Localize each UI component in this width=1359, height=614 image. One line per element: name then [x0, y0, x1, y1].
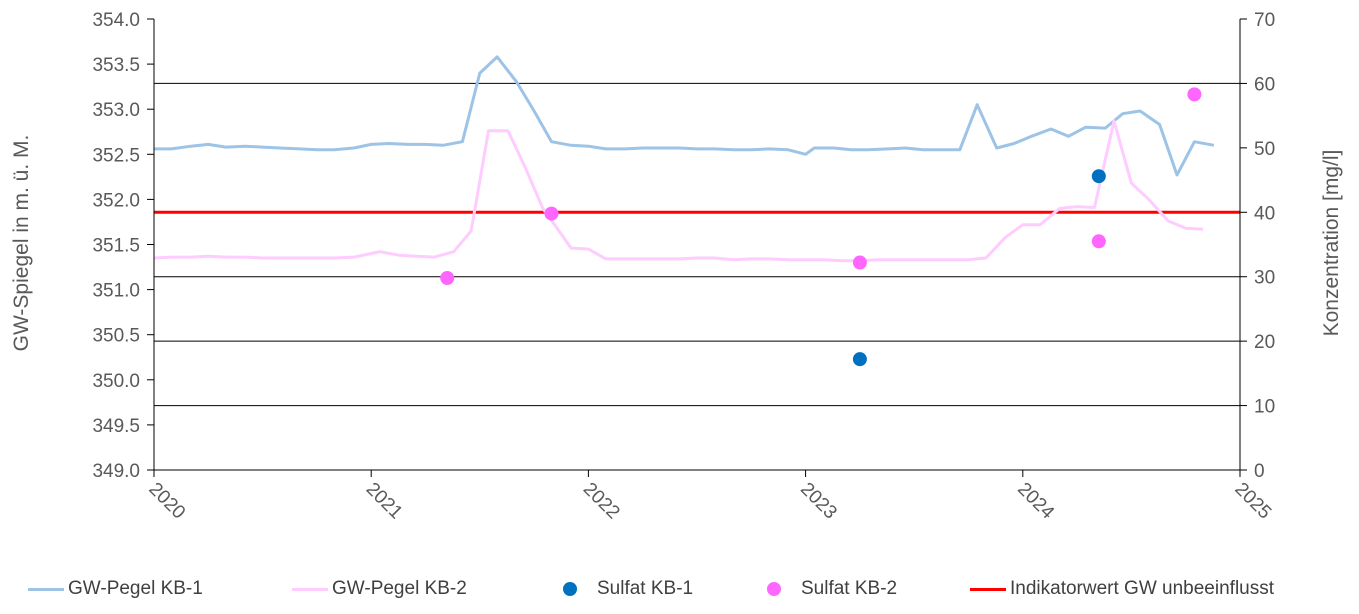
y-left-tick-label: 354.0	[92, 10, 140, 31]
x-tick-label: 2024	[1013, 479, 1058, 524]
legend-label: Sulfat KB-1	[597, 578, 694, 599]
x-tick-label: 2022	[579, 479, 624, 524]
y-left-tick-label: 353.0	[92, 100, 140, 121]
y-left-tick-label: 351.5	[92, 236, 140, 257]
y-right-tick-label: 40	[1254, 203, 1275, 224]
series-point-3	[544, 206, 559, 221]
x-tick-label: 2023	[796, 479, 841, 524]
y-left-tick-label: 350.0	[92, 371, 140, 392]
series-point-3	[852, 255, 867, 270]
y-right-tick-label: 50	[1254, 139, 1275, 160]
series-point-3	[1091, 234, 1106, 249]
legend-swatch-indikatorwert	[970, 587, 1006, 591]
chart-legend: GW-Pegel KB-1 GW-Pegel KB-2 Sulfat KB-1 …	[0, 578, 1359, 604]
series-point-2	[852, 352, 867, 367]
series-point-2	[1091, 169, 1106, 184]
y-right-tick-label: 70	[1254, 10, 1275, 31]
y-right-tick-label: 0	[1254, 461, 1265, 482]
series-line-1	[153, 119, 1204, 263]
y-axis-right-label: Konzentration [mg/l]	[1320, 150, 1343, 337]
legend-swatch-gw-pegel-kb2	[292, 587, 328, 591]
y-right-tick-label: 30	[1254, 268, 1275, 289]
y-right-tick-label: 20	[1254, 332, 1275, 353]
legend-label: Sulfat KB-2	[801, 578, 898, 599]
y-left-tick-label: 353.5	[92, 55, 140, 76]
y-left-tick-label: 349.0	[92, 461, 140, 482]
series-point-3	[1187, 87, 1202, 102]
legend-item-indikatorwert: Indikatorwert GW unbeeinflusst	[970, 578, 1274, 600]
x-tick-label: 2021	[362, 479, 407, 524]
legend-swatch-sulfat-kb2	[767, 582, 781, 596]
legend-item-sulfat-kb1: Sulfat KB-1	[563, 578, 693, 600]
legend-label: GW-Pegel KB-1	[68, 578, 203, 599]
x-tick-label: 2025	[1230, 479, 1275, 524]
y-axis-left-label: GW-Spiegel in m. ü. M.	[10, 135, 33, 352]
y-left-tick-label: 349.5	[92, 416, 140, 437]
y-right-tick-label: 10	[1254, 397, 1275, 418]
legend-label: Indikatorwert GW unbeeinflusst	[1010, 578, 1275, 599]
legend-item-gw-pegel-kb1: GW-Pegel KB-1	[28, 578, 203, 600]
x-tick-label: 2020	[144, 479, 189, 524]
y-right-tick-label: 60	[1254, 74, 1275, 95]
y-left-tick-label: 350.5	[92, 326, 140, 347]
legend-item-gw-pegel-kb2: GW-Pegel KB-2	[292, 578, 467, 600]
y-left-tick-label: 352.0	[92, 190, 140, 211]
series-line-0	[154, 55, 1215, 177]
legend-label: GW-Pegel KB-2	[332, 578, 467, 599]
y-left-tick-label: 352.5	[92, 145, 140, 166]
legend-swatch-sulfat-kb1	[563, 582, 577, 596]
series-point-3	[440, 271, 455, 286]
y-left-tick-label: 351.0	[92, 281, 140, 302]
legend-item-sulfat-kb2: Sulfat KB-2	[767, 578, 897, 600]
legend-swatch-gw-pegel-kb1	[28, 587, 64, 591]
